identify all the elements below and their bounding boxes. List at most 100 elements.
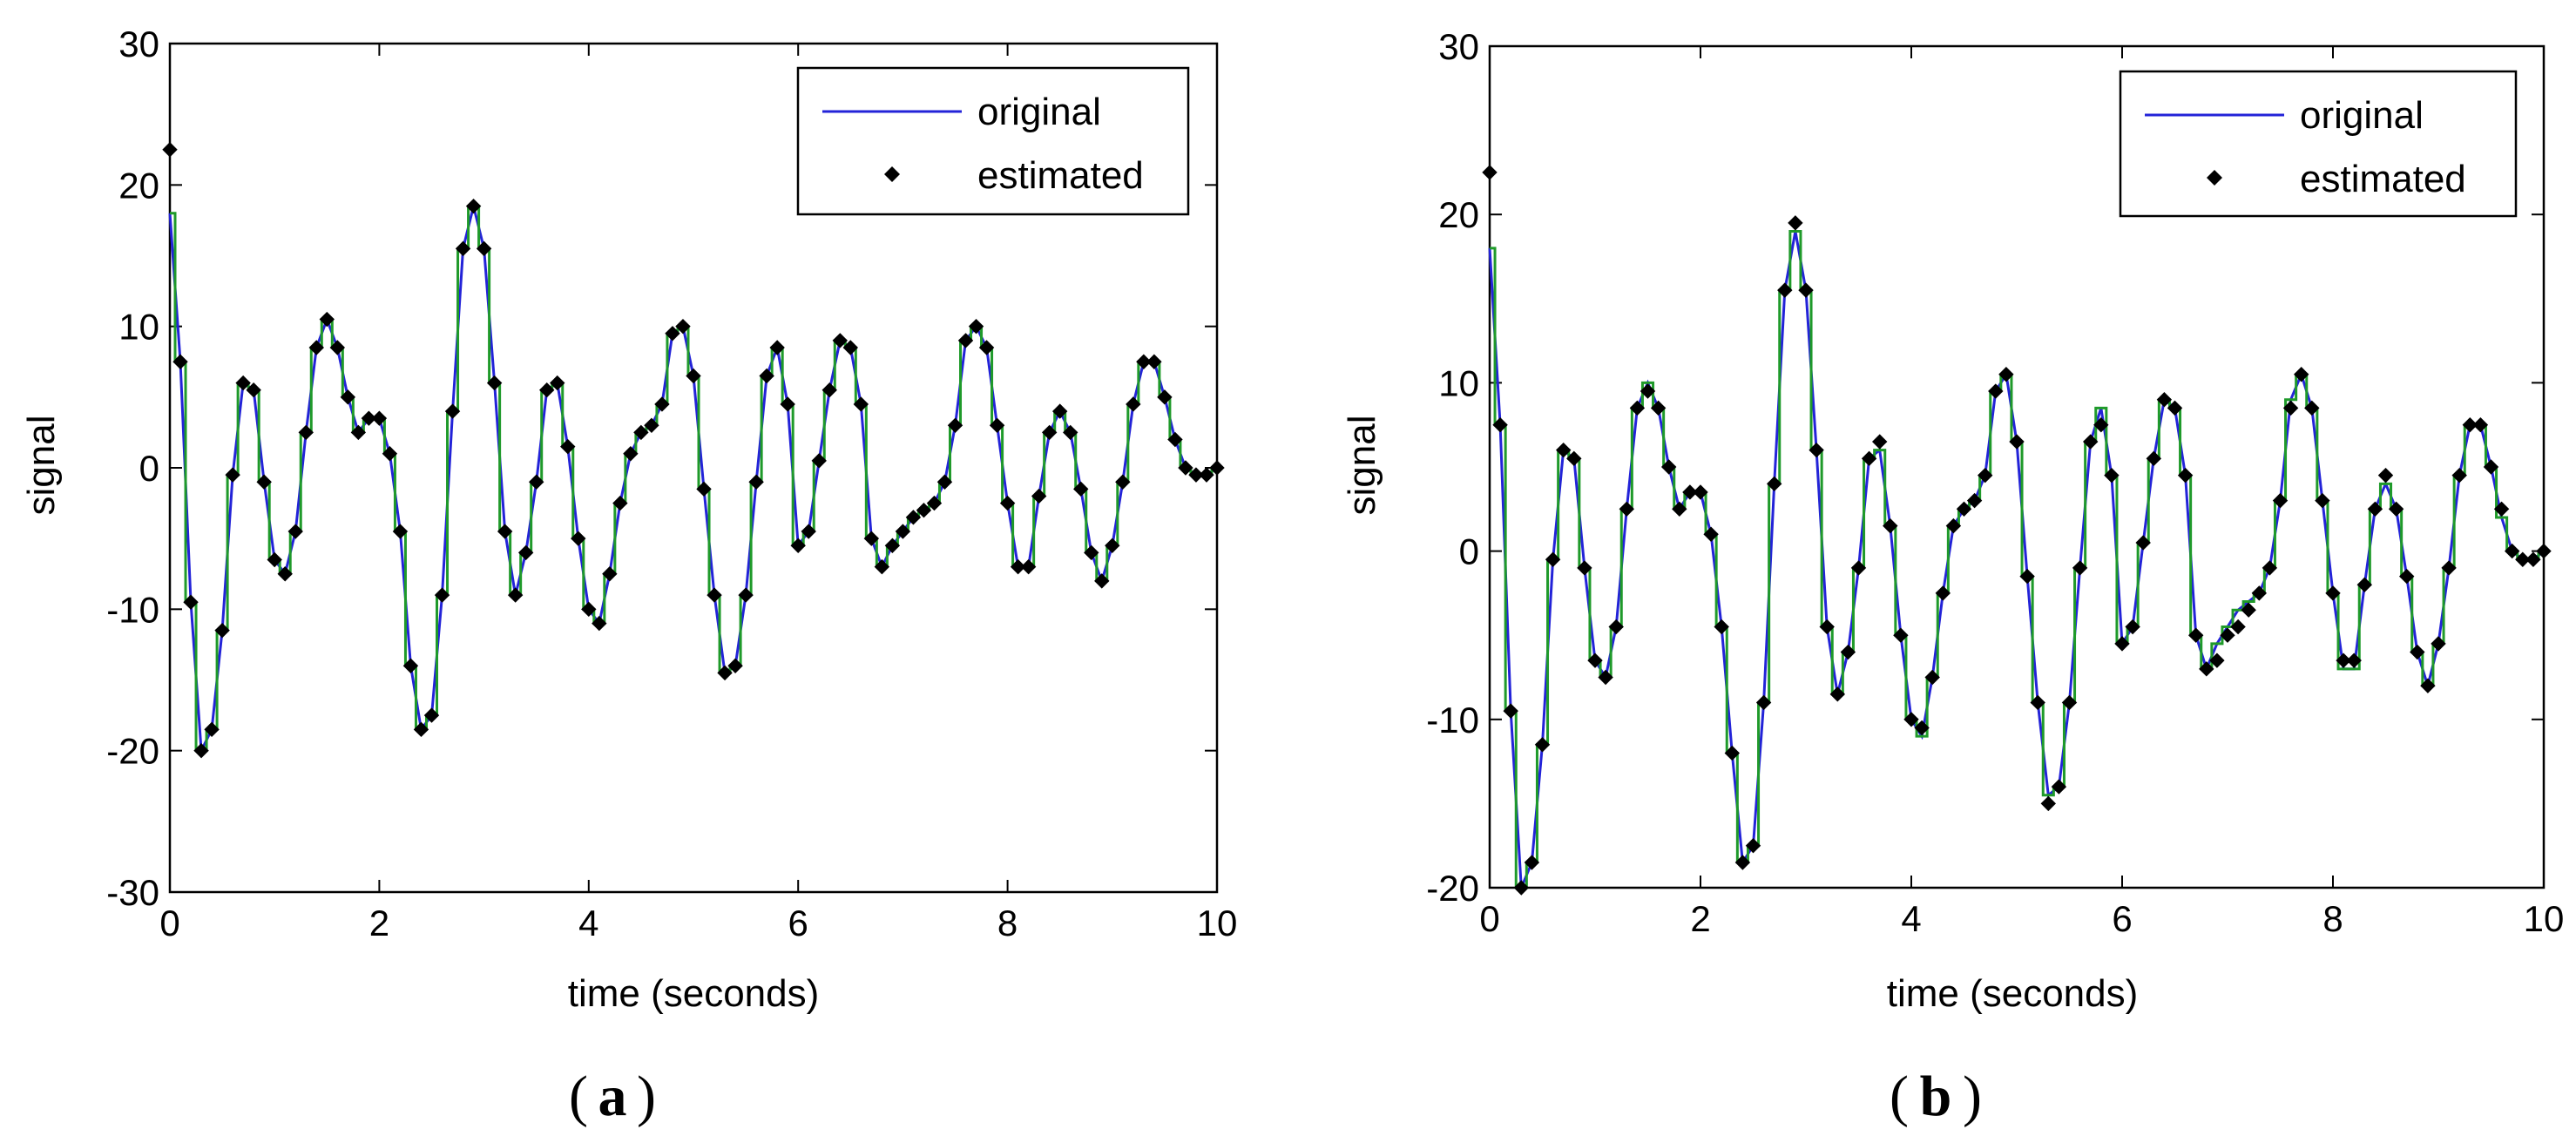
panel-a-x-tick-label: 0 — [159, 903, 179, 943]
panel-b-marker-estimated — [1693, 484, 1708, 500]
panel-b-marker-estimated — [1745, 837, 1761, 854]
panel-b-y-tick-label: 0 — [1459, 531, 1479, 572]
panel-a-x-tick-label: 6 — [788, 903, 808, 943]
panel-b-y-tick-label: 30 — [1438, 26, 1479, 67]
panel-b-marker-estimated — [1587, 653, 1603, 668]
panel-a-marker-estimated — [517, 544, 534, 561]
panel-b-marker-estimated — [1850, 560, 1867, 576]
panel-a-marker-estimated — [507, 587, 524, 603]
panel-a-marker-estimated — [1020, 558, 1037, 575]
panel-a-marker-estimated — [686, 368, 701, 384]
panel-a-marker-estimated — [204, 721, 220, 738]
panel-b-plot-area: 0 2 4 6 8 10 -20 -10 0 10 20 30 original estimated — [1426, 26, 2564, 939]
panel-b-marker-estimated — [1935, 585, 1951, 601]
panel-a-marker-estimated — [989, 417, 1005, 434]
panel-a-y-tick-label: -20 — [106, 731, 159, 772]
panel-b-marker-estimated — [1809, 442, 1824, 458]
panel-b-x-axis-title: time (seconds) — [1887, 972, 2139, 1015]
panel-b-x-tick-label: 6 — [2112, 898, 2132, 939]
panel-b-marker-estimated — [1903, 712, 1919, 727]
panel-b-marker-estimated — [2483, 459, 2499, 475]
panel-b-marker-estimated — [1788, 215, 1803, 231]
panel-a-marker-estimated — [497, 524, 513, 539]
panel-b-marker-estimated — [1966, 492, 1983, 509]
panel-b-marker-estimated — [1524, 855, 1540, 870]
panel-b-x-tick-label: 2 — [1690, 898, 1710, 939]
panel-a-marker-estimated — [1157, 389, 1173, 405]
panel-a-caption: ( a ) — [569, 1065, 656, 1128]
panel-a-marker-estimated — [738, 587, 754, 603]
panel-a-marker-estimated — [654, 396, 670, 412]
panel-a-marker-estimated — [486, 375, 503, 391]
panel-b-marker-estimated — [2125, 619, 2140, 635]
panel-a-x-tick-label: 10 — [1197, 903, 1238, 943]
panel-b-marker-estimated — [2019, 568, 2035, 585]
panel-b-y-tick-label: 20 — [1438, 194, 1479, 235]
panel-a-marker-estimated — [895, 524, 911, 539]
panel-a-marker-estimated — [957, 333, 974, 348]
panel-a-marker-estimated — [528, 474, 544, 490]
panel-b-marker-estimated — [1977, 467, 1993, 483]
panel-b-marker-estimated — [1534, 737, 1551, 753]
panel-b-y-tick-label: 10 — [1438, 362, 1479, 403]
panel-b-marker-estimated — [1619, 501, 1635, 517]
panel-a-marker-estimated — [1167, 431, 1183, 448]
panel-b-marker-estimated — [2493, 501, 2510, 517]
panel-a-marker-estimated — [277, 566, 293, 582]
panel-b-marker-estimated — [2388, 501, 2404, 517]
panel-a-marker-estimated — [1188, 467, 1204, 483]
panel-a-marker-estimated — [769, 340, 785, 355]
panel-b-marker-estimated — [1777, 282, 1793, 298]
panel-b-marker-estimated — [2104, 467, 2120, 483]
panel-b-marker-estimated — [1566, 450, 1582, 467]
panel-a-marker-estimated — [821, 382, 837, 398]
panel-a-marker-estimated — [968, 318, 984, 335]
panel-a-label: a — [598, 1065, 627, 1128]
panel-a-marker-estimated — [476, 240, 492, 257]
panel-a-marker-estimated — [361, 410, 377, 426]
panel-b-marker-estimated — [1503, 703, 1518, 719]
panel-b-marker-estimated — [2199, 661, 2214, 677]
panel-a-marker-estimated — [832, 333, 848, 348]
panel-a-marker-estimated — [1136, 354, 1152, 369]
panel-b: 0 2 4 6 8 10 -20 -10 0 10 20 30 original estimated ti… — [1341, 26, 2564, 1128]
panel-a-marker-estimated — [1126, 396, 1141, 412]
panel-b-marker-estimated — [1703, 526, 1719, 542]
panel-b-marker-estimated — [1883, 517, 1898, 534]
panel-b-marker-estimated — [2525, 551, 2541, 567]
panel-a-y-tick-label: -10 — [106, 589, 159, 630]
panel-a-marker-estimated — [623, 446, 639, 462]
svg-text:): ) — [1963, 1065, 1982, 1128]
panel-a-marker-estimated — [1146, 354, 1162, 369]
panel-a-marker-estimated — [423, 707, 440, 723]
panel-b-marker-estimated — [2061, 694, 2078, 711]
panel-b-marker-estimated — [2009, 434, 2025, 450]
panel-b-marker-estimated — [1672, 501, 1687, 517]
panel-b-marker-estimated — [1598, 669, 1613, 686]
panel-b-legend-swatch-estimated — [2207, 170, 2222, 186]
panel-a-marker-estimated — [319, 311, 335, 328]
panel-b-marker-estimated — [1513, 880, 1530, 896]
panel-a-x-tick-label: 4 — [578, 903, 598, 943]
panel-a-legend-label-original: original — [977, 91, 1101, 133]
panel-b-marker-estimated — [1629, 400, 1646, 416]
panel-b-marker-estimated — [1608, 619, 1624, 635]
panel-a-marker-estimated — [340, 389, 356, 405]
panel-a-marker-estimated — [235, 375, 251, 391]
panel-a-legend-box — [796, 66, 1190, 216]
panel-b-marker-estimated — [1998, 367, 2014, 382]
panel-a-marker-estimated — [602, 566, 618, 582]
panel-a-marker-estimated — [1051, 403, 1068, 419]
panel-b-marker-estimated — [2515, 551, 2531, 567]
panel-b-marker-estimated — [1956, 501, 1972, 517]
panel-a-marker-estimated — [707, 587, 722, 603]
panel-a-plot-area: 0 2 4 6 8 10 -30 -20 -10 0 10 20 30 original estimated — [106, 24, 1237, 943]
panel-a-marker-estimated — [644, 417, 659, 434]
panel-a-y-tick-label: 30 — [118, 24, 159, 64]
panel-a-marker-estimated — [172, 354, 188, 369]
panel-b-marker-estimated — [1682, 484, 1698, 500]
panel-b-marker-estimated — [2304, 400, 2320, 416]
panel-b-marker-estimated — [2293, 367, 2309, 382]
svg-text:(: ( — [1890, 1065, 1909, 1128]
panel-a-x-tick-label: 8 — [997, 903, 1018, 943]
